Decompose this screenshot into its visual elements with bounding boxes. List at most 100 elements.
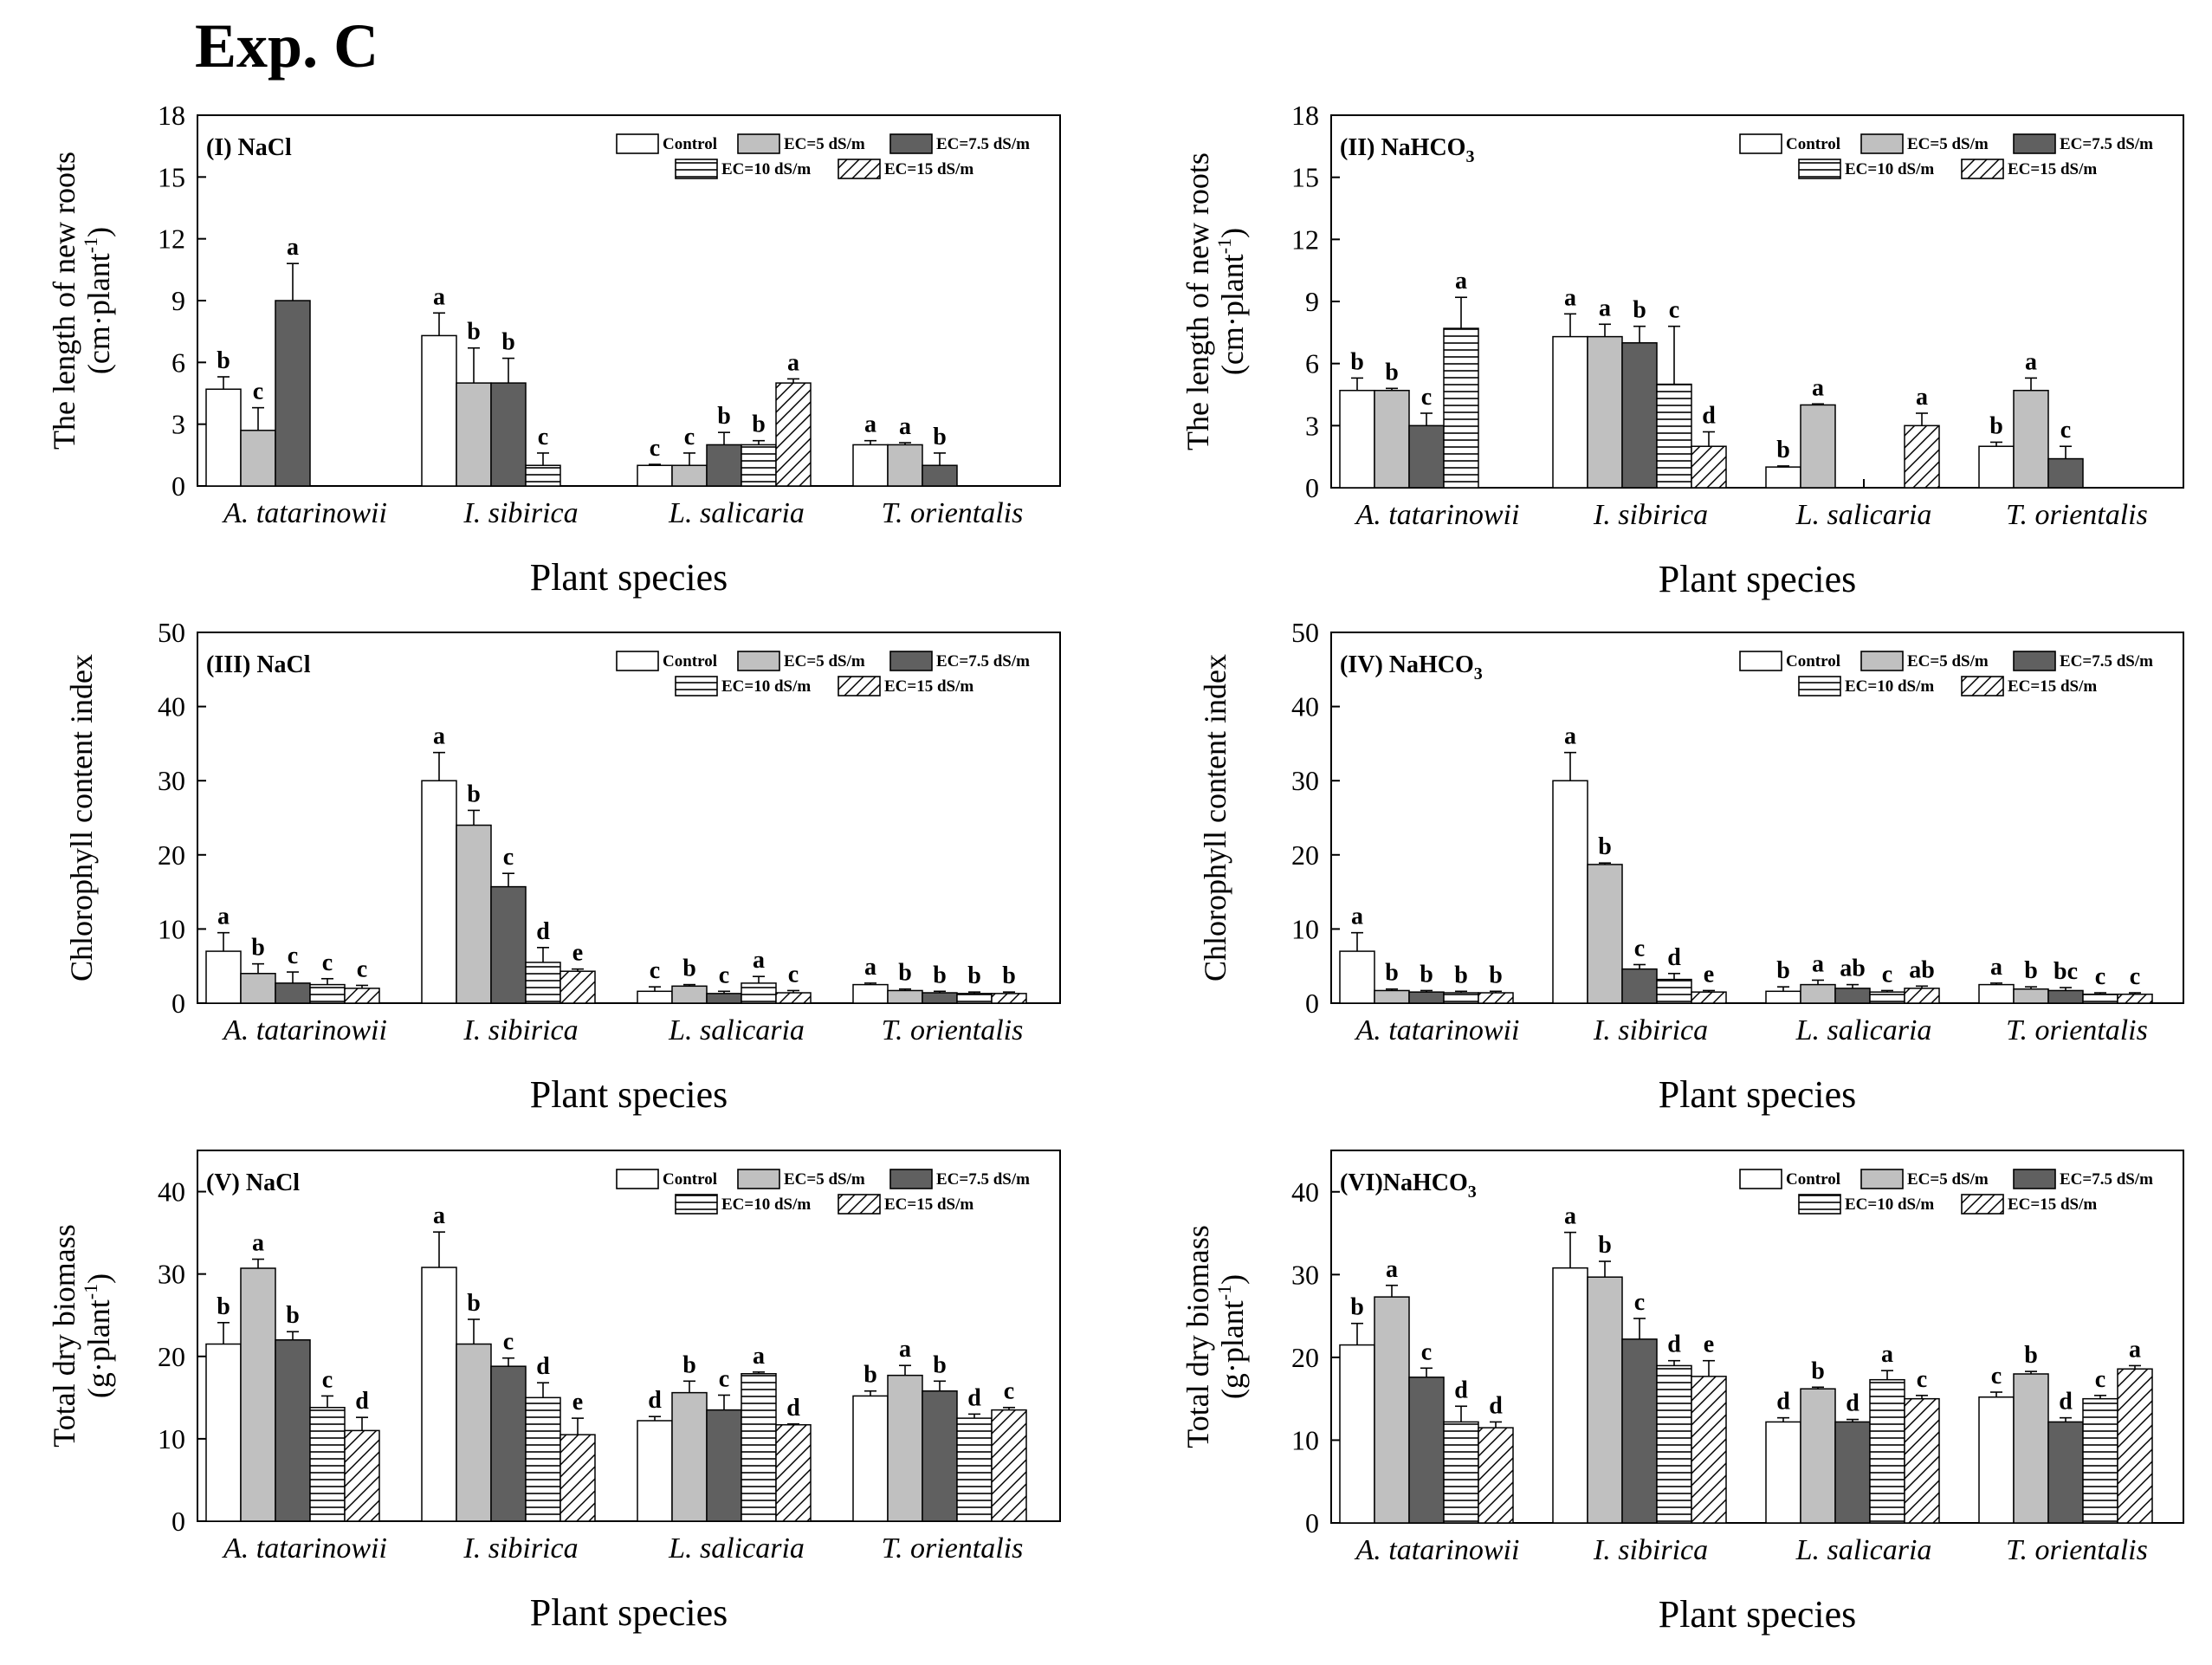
significance-letter: b <box>2024 957 2038 984</box>
significance-letter: bc <box>2054 958 2078 985</box>
bar <box>887 1374 923 1522</box>
bar <box>887 444 923 487</box>
significance-letter: c <box>2095 963 2105 990</box>
significance-letter: d <box>1667 944 1681 971</box>
significance-letter: b <box>1350 1294 1364 1321</box>
bar <box>1443 1421 1479 1524</box>
significance-letter: a <box>433 723 445 750</box>
bar <box>2047 989 2084 1004</box>
bar <box>1869 1378 1905 1524</box>
bar <box>922 1390 958 1522</box>
bar <box>1656 383 1692 489</box>
legend-swatch <box>838 159 881 179</box>
legend-swatch <box>616 651 659 671</box>
x-tick-label: I. sibirica <box>1593 499 1708 531</box>
significance-letter: a <box>252 1230 264 1257</box>
y-tick-label: 0 <box>1305 988 1319 1019</box>
significance-letter: c <box>503 1329 514 1356</box>
significance-letter: d <box>648 1387 662 1414</box>
legend-swatch <box>1739 1169 1782 1189</box>
legend-swatch <box>838 1194 881 1215</box>
bar <box>956 1417 993 1522</box>
significance-letter: c <box>1991 1363 2002 1390</box>
x-tick-label: T. orientalis <box>2006 499 2148 531</box>
bar <box>1443 327 1479 489</box>
bar <box>1978 1396 2015 1524</box>
legend-label: Control <box>1786 652 1840 671</box>
legend-label: EC=7.5 dS/m <box>936 1170 1030 1189</box>
legend-swatch <box>1860 1169 1904 1189</box>
bar <box>1800 404 1836 489</box>
bar <box>205 388 242 487</box>
significance-letter: a <box>1564 1203 1576 1230</box>
x-tick-label: T. orientalis <box>882 497 1024 529</box>
legend-swatch <box>2013 133 2056 154</box>
legend-swatch <box>1961 1194 2004 1215</box>
significance-letter: b <box>752 411 766 438</box>
bar <box>559 970 596 1004</box>
significance-letter: a <box>753 1343 765 1370</box>
y-tick-label: 9 <box>1305 286 1319 317</box>
significance-letter: b <box>217 347 230 374</box>
significance-letter: c <box>2060 417 2071 444</box>
significance-letter: c <box>538 424 548 450</box>
significance-letter: a <box>1599 295 1611 321</box>
y-tick-label: 0 <box>171 1506 185 1537</box>
y-axis-unit-label: (cm·plant-1) <box>80 227 116 374</box>
significance-letter: b <box>1385 960 1399 987</box>
bar <box>456 824 492 1004</box>
unit-close: ) <box>81 227 116 237</box>
bar <box>1765 1421 1801 1524</box>
bar <box>1978 445 2015 489</box>
bar <box>421 1267 457 1522</box>
unit-close: ) <box>1215 228 1250 238</box>
significance-letter: b <box>933 424 947 450</box>
significance-letter: c <box>253 379 263 405</box>
panel-title-subscript: 3 <box>1468 1182 1477 1202</box>
bar <box>775 382 812 487</box>
bar <box>525 1396 561 1522</box>
bar <box>2082 1397 2118 1524</box>
y-tick-label: 0 <box>171 470 185 502</box>
x-tick-label: T. orientalis <box>882 1532 1024 1565</box>
significance-letter: a <box>864 954 876 981</box>
legend-label: EC=7.5 dS/m <box>2060 1170 2153 1189</box>
plot-frame <box>197 632 1061 1004</box>
y-tick-label: 18 <box>1291 100 1319 131</box>
significance-letter: d <box>967 1384 981 1411</box>
unit-superscript: -1 <box>80 237 101 253</box>
y-tick-label: 30 <box>1291 765 1319 796</box>
bar <box>1621 1338 1658 1524</box>
bar <box>1339 950 1375 1004</box>
significance-letter: b <box>717 403 731 430</box>
significance-letter: a <box>753 947 765 974</box>
x-tick-label: T. orientalis <box>2006 1014 2148 1046</box>
significance-letter: a <box>1351 904 1363 930</box>
significance-letter: c <box>1421 1338 1432 1365</box>
y-axis-label: Chlorophyll content index <box>64 654 99 982</box>
x-tick-label: L. salicaria <box>1795 1534 1932 1566</box>
y-tick-label: 20 <box>158 1341 185 1372</box>
bar <box>1691 445 1727 489</box>
y-tick-label: 0 <box>1305 472 1319 503</box>
x-tick-label: A. tatarinowii <box>1355 1014 1520 1046</box>
y-tick-label: 20 <box>1291 839 1319 871</box>
bar <box>1904 424 1940 489</box>
significance-letter: a <box>287 234 299 261</box>
bar <box>637 1420 673 1522</box>
bar <box>1374 389 1410 489</box>
significance-letter: b <box>1776 437 1790 463</box>
significance-letter: c <box>2095 1366 2105 1393</box>
significance-letter: d <box>1776 1389 1790 1416</box>
bar <box>1443 992 1479 1004</box>
bar <box>1587 864 1623 1004</box>
bar <box>525 464 561 487</box>
bar <box>1800 1388 1836 1524</box>
bar <box>1691 1376 1727 1524</box>
legend-label: EC=15 dS/m <box>884 677 973 696</box>
bar <box>1552 335 1588 489</box>
significance-letter: b <box>682 956 696 982</box>
significance-letter: b <box>1633 297 1646 324</box>
y-tick-label: 30 <box>158 1259 185 1290</box>
legend-swatch <box>838 676 881 696</box>
